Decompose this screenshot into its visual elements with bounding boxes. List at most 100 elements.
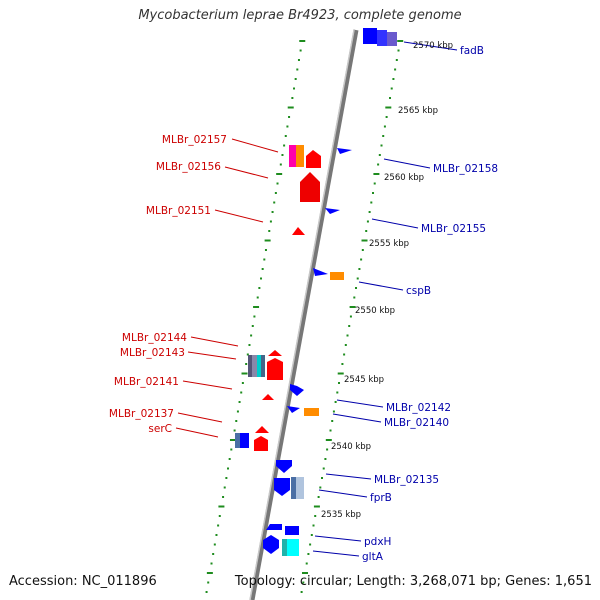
label-mlbr02151[interactable]: MLBr_02151 (146, 205, 211, 217)
label-mlbr02157[interactable]: MLBr_02157 (162, 134, 227, 146)
track-tick (273, 201, 276, 204)
track-tick (271, 211, 274, 213)
track-tick (260, 277, 263, 280)
gene-pdxh-a[interactable] (266, 524, 282, 530)
gene-mlbr02151[interactable] (292, 227, 305, 235)
gene-fadb-b[interactable] (377, 30, 387, 46)
track-tick (205, 591, 208, 593)
gene-mlbr02135-a[interactable] (276, 460, 292, 473)
label-mlbr02155[interactable]: MLBr_02155 (421, 223, 486, 235)
track-tick (337, 372, 344, 375)
scale-label-2560: 2560 kbp (384, 173, 424, 183)
label-serc[interactable]: serC (148, 423, 172, 435)
label-glta[interactable]: gltA (362, 551, 384, 563)
gene-fadb-c[interactable] (387, 32, 397, 46)
label-mlbr02141[interactable]: MLBr_02141 (114, 376, 179, 388)
gene-mlbr02135[interactable] (274, 478, 290, 496)
track-tick (373, 173, 380, 175)
track-tick (326, 448, 329, 451)
track-tick (291, 97, 294, 99)
track-tick (236, 410, 239, 413)
track-tick (263, 258, 266, 261)
label-mlbr02158[interactable]: MLBr_02158 (433, 163, 498, 175)
gene-mlbr02155[interactable] (325, 208, 340, 214)
track-tick (253, 315, 256, 318)
label-mlbr02137[interactable]: MLBr_02137 (109, 408, 174, 420)
track-tick (310, 534, 313, 536)
track-tick (346, 334, 349, 337)
track-tick (390, 87, 393, 90)
track-tick (296, 68, 299, 71)
track-tick (397, 49, 400, 52)
gene-mlbr02157-c[interactable] (306, 150, 321, 168)
track-tick (276, 182, 279, 185)
label-mlbr02142[interactable]: MLBr_02142 (386, 402, 451, 414)
gene-mlbr02137-a[interactable] (235, 433, 240, 448)
track-tick (286, 125, 289, 128)
gene-serc[interactable] (254, 436, 268, 451)
track-tick (332, 410, 335, 413)
track-tick (241, 372, 248, 375)
gene-mlbr02157[interactable] (289, 145, 296, 167)
gene-mlbr02140[interactable] (304, 408, 319, 416)
track-tick (230, 448, 233, 451)
track-tick (210, 562, 213, 565)
gene-mlbr02143-a[interactable] (257, 355, 261, 377)
track-tick (218, 505, 225, 508)
gene-glta-a[interactable] (263, 535, 279, 554)
gene-mlbr02143-b[interactable] (261, 355, 265, 377)
track-tick (382, 135, 385, 137)
track-tick (348, 325, 351, 327)
gene-mlbr02144[interactable] (268, 350, 282, 356)
gene-pdxh[interactable] (285, 526, 299, 535)
topology-text: Topology: circular; Length: 3,268,071 bp… (234, 574, 592, 589)
track-tick (269, 220, 272, 223)
label-mlbr02143[interactable]: MLBr_02143 (120, 347, 185, 359)
track-tick (253, 306, 260, 308)
gene-mlbr02144-b[interactable] (252, 355, 257, 377)
label-mlbr02135[interactable]: MLBr_02135 (374, 474, 439, 486)
gene-mlbr02141[interactable] (262, 394, 274, 400)
scale-label-2540: 2540 kbp (331, 442, 371, 452)
track-tick (283, 144, 286, 147)
label-fprb[interactable]: fprB (370, 492, 392, 504)
label-cspb[interactable]: cspB (406, 285, 431, 297)
gene-fprb[interactable] (296, 477, 304, 499)
gene-cspb-a[interactable] (313, 268, 328, 276)
track-tick (245, 363, 248, 365)
track-tick (238, 401, 241, 403)
track-tick (240, 391, 243, 394)
track-tick (356, 277, 359, 280)
gene-cspb[interactable] (330, 272, 344, 280)
track-tick (361, 249, 364, 251)
gene-mlbr02143[interactable] (267, 358, 283, 380)
label-pdxh[interactable]: pdxH (364, 536, 391, 548)
track-tick (380, 144, 383, 147)
track-tick (353, 296, 356, 299)
gene-mlbr02144-a[interactable] (248, 355, 252, 377)
label-mlbr02140[interactable]: MLBr_02140 (384, 417, 449, 429)
label-mlbr02144[interactable]: MLBr_02144 (122, 332, 187, 344)
gene-mlbr02142[interactable] (290, 384, 304, 396)
track-tick (287, 106, 294, 109)
gene-features (235, 28, 397, 556)
gene-mlbr02137-b[interactable] (240, 433, 249, 448)
track-tick (383, 125, 386, 128)
gene-glta[interactable] (287, 539, 299, 556)
gene-mlbr02158[interactable] (337, 148, 352, 154)
gene-fprb-a[interactable] (291, 477, 296, 499)
right-leader-lines (312, 41, 458, 557)
gene-mlbr02140-a[interactable] (287, 406, 300, 413)
gene-mlbr02137[interactable] (255, 426, 269, 433)
genome-backbone (249, 29, 359, 600)
label-fadb[interactable]: fadB (460, 45, 484, 57)
gene-mlbr02156[interactable] (300, 172, 320, 202)
track-tick (215, 534, 218, 536)
gene-fadb-a[interactable] (363, 28, 377, 44)
gene-mlbr02157-b[interactable] (296, 145, 304, 167)
track-tick (317, 496, 320, 498)
label-mlbr02156[interactable]: MLBr_02156 (156, 161, 221, 173)
track-tick (365, 230, 368, 232)
track-tick (241, 382, 244, 384)
gene-glta-b[interactable] (282, 539, 287, 556)
